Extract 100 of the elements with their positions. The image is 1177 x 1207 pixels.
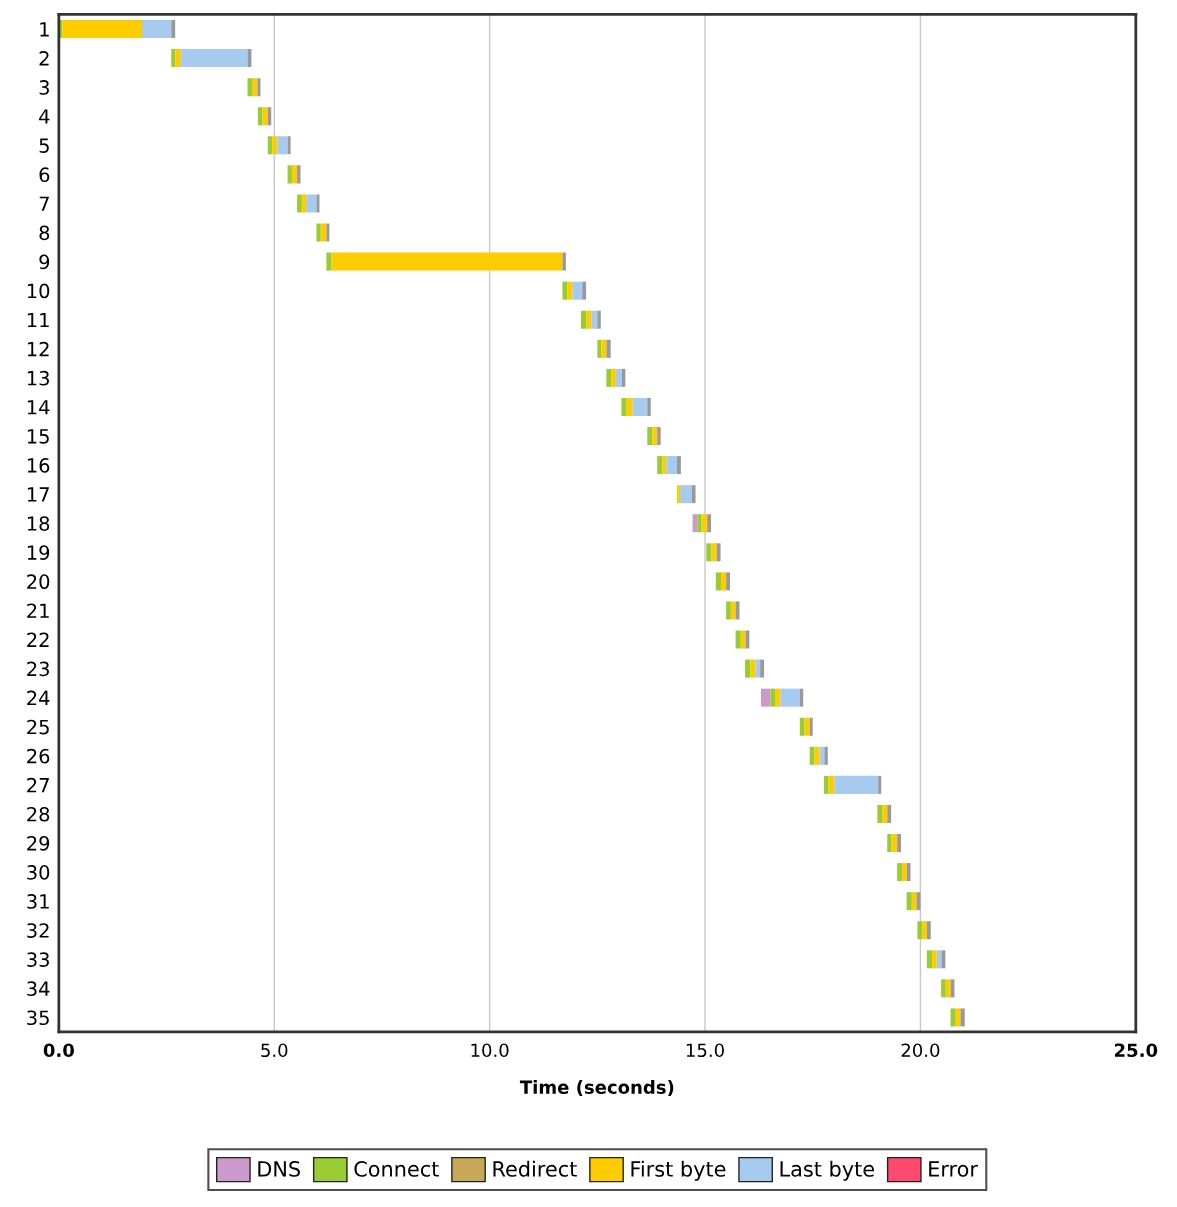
bar [726, 572, 731, 591]
bar [647, 397, 651, 416]
y-tick-label: 29 [27, 835, 50, 851]
x-axis-title: Time (seconds) [519, 1080, 674, 1097]
bar [809, 717, 813, 736]
y-tick-label: 8 [39, 225, 50, 241]
x-tick-label: 5.0 [261, 1043, 288, 1058]
x-tick-label: 25.0 [1114, 1043, 1158, 1058]
bar [780, 688, 800, 707]
bar [887, 804, 892, 823]
y-tick-label: 20 [27, 574, 50, 590]
bar [572, 281, 583, 300]
bar [945, 979, 951, 998]
legend-label: Connect [354, 1161, 439, 1177]
bar [878, 775, 882, 794]
bar [720, 572, 727, 591]
bar [657, 427, 661, 446]
bar [606, 339, 611, 358]
bar [297, 165, 301, 184]
bar [906, 892, 912, 911]
bar [291, 165, 298, 184]
y-tick-label: 19 [27, 545, 50, 560]
bar [591, 310, 598, 329]
y-tick-label: 12 [27, 341, 49, 357]
bar [735, 630, 741, 649]
bar [730, 601, 736, 620]
bar [180, 49, 248, 68]
bar [932, 950, 937, 969]
y-tick-label: 16 [27, 458, 50, 473]
y-tick-label: 24 [27, 690, 50, 706]
bar [262, 107, 268, 126]
bar [257, 78, 261, 97]
y-tick-label: 35 [27, 1010, 49, 1026]
bar [877, 804, 883, 823]
bar [950, 1008, 956, 1027]
y-tick-label: 5 [39, 138, 49, 153]
bar [680, 485, 692, 504]
bar [745, 659, 751, 678]
y-tick-label: 34 [27, 981, 50, 997]
bar [562, 252, 566, 271]
bar [716, 543, 721, 562]
bar [761, 688, 771, 707]
bar [586, 310, 592, 329]
bar [647, 427, 653, 446]
bar [326, 252, 332, 271]
bar [960, 1008, 965, 1027]
bar [887, 834, 892, 853]
y-tick-label: 2 [39, 51, 49, 66]
y-tick-label: 4 [39, 109, 50, 124]
y-tick-label: 32 [27, 923, 49, 938]
y-tick-label: 23 [27, 661, 49, 677]
bar [597, 339, 602, 358]
bar [171, 20, 176, 39]
legend-label: Last byte [780, 1160, 874, 1181]
y-tick-label: 7 [39, 196, 49, 211]
y-tick-label: 10 [27, 283, 50, 299]
bar [750, 659, 756, 678]
bar [823, 775, 829, 794]
bar [697, 514, 702, 533]
legend-label: First byte [631, 1160, 726, 1181]
bar [287, 136, 291, 155]
bar [257, 107, 263, 126]
bar [171, 49, 176, 68]
bar [706, 543, 712, 562]
legend-label: Redirect [493, 1160, 577, 1177]
bar [306, 194, 317, 213]
bar [657, 456, 663, 475]
bar [316, 194, 320, 213]
bar [760, 659, 765, 678]
bar [277, 136, 288, 155]
bar [326, 223, 330, 242]
x-tick-label: 20.0 [901, 1043, 940, 1058]
bar [882, 804, 888, 823]
bar [597, 310, 601, 329]
y-tick-label: 6 [39, 167, 50, 183]
bar [897, 863, 902, 882]
bar [917, 921, 923, 940]
legend-label: Error [929, 1161, 978, 1177]
bar [834, 775, 879, 794]
bar [677, 456, 681, 475]
bar [632, 397, 648, 416]
bar [652, 427, 658, 446]
legend-label: DNS [258, 1161, 300, 1177]
bar [911, 892, 917, 911]
bar [606, 368, 612, 387]
bar [726, 601, 731, 620]
bar [611, 368, 616, 387]
y-tick-label: 15 [27, 429, 49, 444]
bar [926, 950, 933, 969]
bar [175, 49, 181, 68]
bar [316, 223, 321, 242]
bar [141, 20, 172, 39]
bar [562, 281, 568, 300]
bar [711, 543, 717, 562]
bar [901, 863, 907, 882]
bar [580, 310, 587, 329]
bar [707, 514, 712, 533]
bar [626, 397, 633, 416]
bar [691, 485, 696, 504]
y-tick-label: 25 [27, 719, 49, 735]
